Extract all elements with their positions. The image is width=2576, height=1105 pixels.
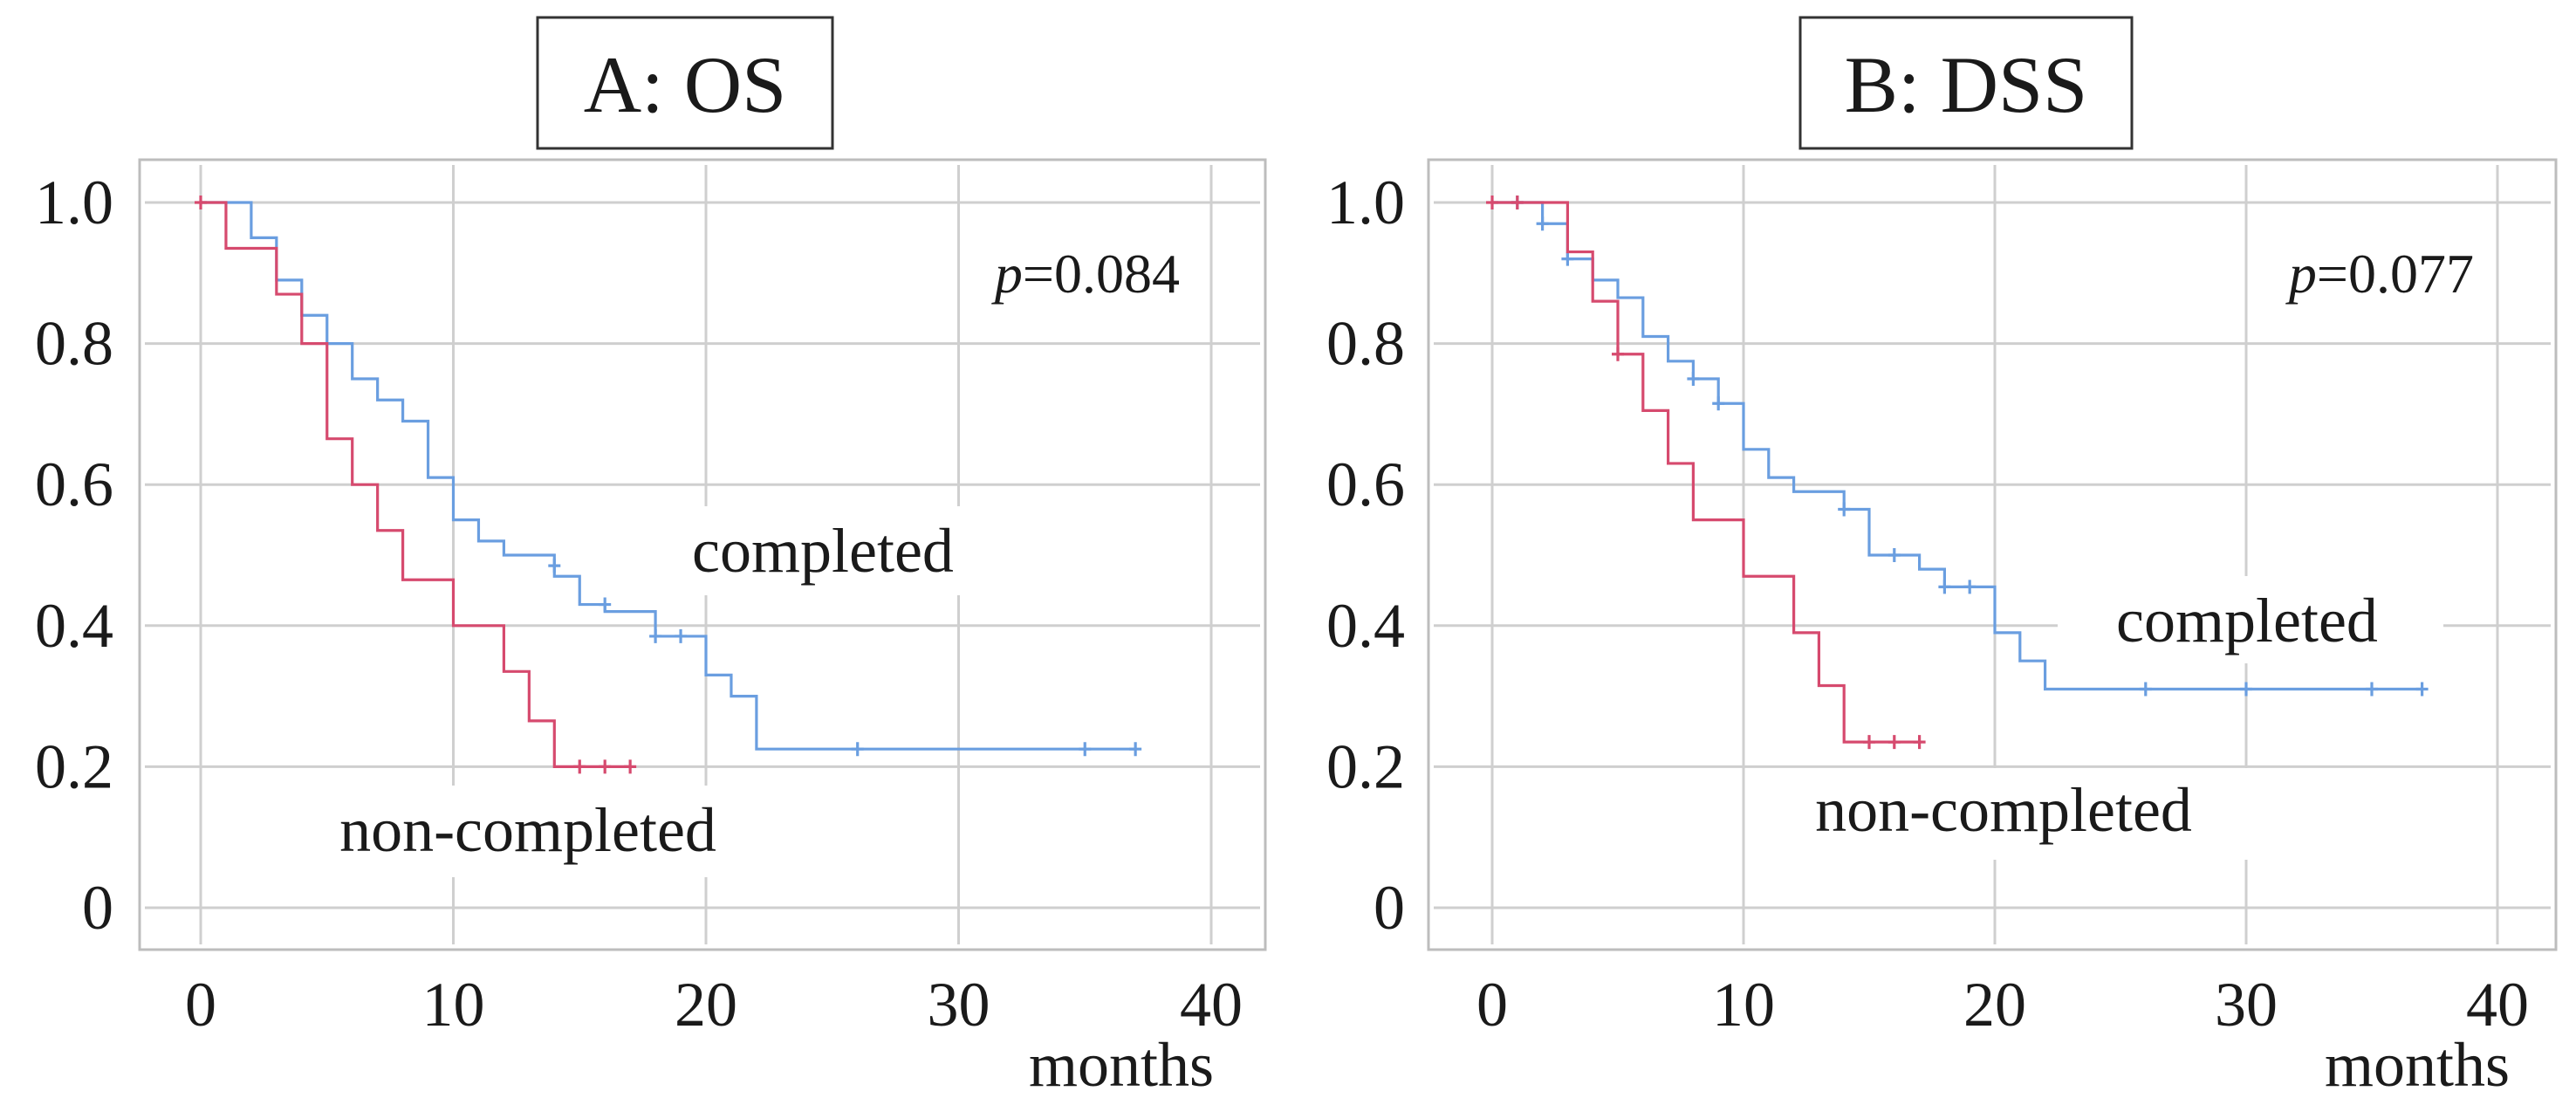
panel-b-completed-censor-mark xyxy=(2415,682,2429,697)
panel-b-x-tick-label: 0 xyxy=(1476,970,1508,1040)
panel-b-completed-censor-mark xyxy=(1938,580,1951,594)
panel-b-completed-censor-mark xyxy=(1536,216,1549,231)
panel-b-noncompleted-label: non-completed xyxy=(1815,775,2192,845)
panel-a-series xyxy=(195,196,1142,774)
panel-b-completed-label: completed xyxy=(2116,586,2378,655)
panel-a-x-tick-label: 0 xyxy=(185,970,216,1040)
panel-b-completed-censor-mark xyxy=(1712,396,1725,411)
panel-a-p-value: p=0.084 xyxy=(991,243,1180,305)
panel-b-completed-censor-mark xyxy=(1963,580,1977,594)
panel-b-grid xyxy=(1434,165,2551,944)
panel-b-dss: B: DSS 0 0.2 0.4 0.6 0.8 1.0 0 10 20 30 40 complet… xyxy=(1326,16,2558,1100)
panel-b-x-tick-label: 10 xyxy=(1712,970,1775,1040)
panel-a-completed-label-bg xyxy=(659,506,986,595)
panel-a-x-axis-label: months xyxy=(1029,1030,1214,1100)
panel-b-x-tick-label: 40 xyxy=(2466,970,2529,1040)
panel-a-noncompleted-label-bg xyxy=(292,786,764,877)
panel-b-p-value: p=0.077 xyxy=(2285,243,2474,305)
panel-b-x-tick-label: 30 xyxy=(2215,970,2278,1040)
panel-b-completed-censor-mark xyxy=(2139,682,2152,697)
panel-b-completed-censor-mark xyxy=(1561,251,1574,266)
panel-b-y-tick-label: 0.2 xyxy=(1326,731,1405,801)
panel-a-x-tick-label: 20 xyxy=(675,970,737,1040)
panel-b-completed-censor-mark xyxy=(1887,548,1901,562)
panel-a-completed-censor-mark xyxy=(649,628,662,643)
panel-b-y-tick-label: 1.0 xyxy=(1326,168,1405,237)
panel-a-os: A: OS 0 0.2 0.4 0.6 0.8 1.0 0 10 20 30 40 complete… xyxy=(35,16,1267,1100)
panel-b-completed-curve xyxy=(1492,201,2422,691)
panel-a-x-tick-label: 30 xyxy=(928,970,990,1040)
panel-b-series xyxy=(1486,196,2429,750)
panel-b-completed-label-bg xyxy=(2058,576,2443,663)
panel-b-noncompleted-censor-mark xyxy=(1913,735,1926,750)
panel-b-noncompleted-censor-mark xyxy=(1486,196,1498,209)
panel-b-y-tick-label: 0.4 xyxy=(1326,591,1405,661)
panel-b-title: B: DSS xyxy=(1845,40,2088,129)
panel-a-y-tick-label: 0.2 xyxy=(35,731,113,801)
panel-b-noncompleted-label-bg xyxy=(1763,768,2264,860)
panel-b-noncompleted-censor-mark xyxy=(1887,735,1901,750)
panel-a-y-tick-label: 0.8 xyxy=(35,309,113,379)
panel-a-completed-censor-mark xyxy=(548,559,561,573)
panel-b-completed-censor-mark xyxy=(2240,682,2252,697)
panel-b-noncompleted-censor-mark xyxy=(1612,347,1624,361)
panel-b-title-box xyxy=(1798,16,2134,150)
panel-a-completed-curve xyxy=(201,201,1136,751)
panel-a-completed-censor-mark xyxy=(1129,742,1142,757)
panel-a-title-box xyxy=(536,16,834,150)
panel-b-completed-censor-mark xyxy=(1687,372,1700,386)
panel-a-y-tick-label: 1.0 xyxy=(35,168,113,237)
panel-a-noncompleted-censor-mark xyxy=(573,759,586,774)
panel-a-noncompleted-label: non-completed xyxy=(339,795,716,865)
panel-b-x-tick-label: 20 xyxy=(1963,970,2026,1040)
panel-a-completed-label: completed xyxy=(692,516,954,586)
panel-a-x-tick-label: 10 xyxy=(422,970,485,1040)
panel-b-noncompleted-censor-mark xyxy=(1511,196,1524,209)
panel-a-y-tick-label: 0.6 xyxy=(35,450,113,519)
panel-b-y-tick-label: 0.8 xyxy=(1326,309,1405,379)
panel-b-x-axis-label: months xyxy=(2325,1030,2510,1100)
panel-a-completed-censor-mark xyxy=(851,742,864,757)
panel-a-noncompleted-censor-mark xyxy=(599,759,612,774)
panel-a-title: A: OS xyxy=(584,40,787,129)
panel-a-x-tick-label: 40 xyxy=(1180,970,1243,1040)
panel-b-y-tick-label: 0 xyxy=(1374,873,1405,943)
panel-b-noncompleted-curve xyxy=(1492,201,1920,744)
panel-a-completed-censor-mark xyxy=(1079,742,1092,757)
panel-b-completed-censor-mark xyxy=(1838,502,1851,517)
panel-a-y-tick-label: 0.4 xyxy=(35,591,113,661)
panel-b-y-tick-label: 0.6 xyxy=(1326,450,1405,519)
panel-a-noncompleted-curve xyxy=(201,201,631,768)
panel-b-tick-labels: 0 0.2 0.4 0.6 0.8 1.0 0 10 20 30 40 xyxy=(1326,168,2529,1040)
panel-b-completed-censor-mark xyxy=(2366,682,2378,697)
panel-a-completed-censor-mark xyxy=(675,628,688,643)
panel-a-completed-censor-mark xyxy=(599,597,612,612)
panel-a-noncompleted-censor-mark xyxy=(624,759,637,774)
panel-a-tick-labels: 0 0.2 0.4 0.6 0.8 1.0 0 10 20 30 40 xyxy=(35,168,1243,1040)
panel-a-noncompleted-censor-mark xyxy=(195,196,207,209)
panel-a-y-tick-label: 0 xyxy=(82,873,113,943)
panel-b-noncompleted-censor-mark xyxy=(1863,735,1875,750)
